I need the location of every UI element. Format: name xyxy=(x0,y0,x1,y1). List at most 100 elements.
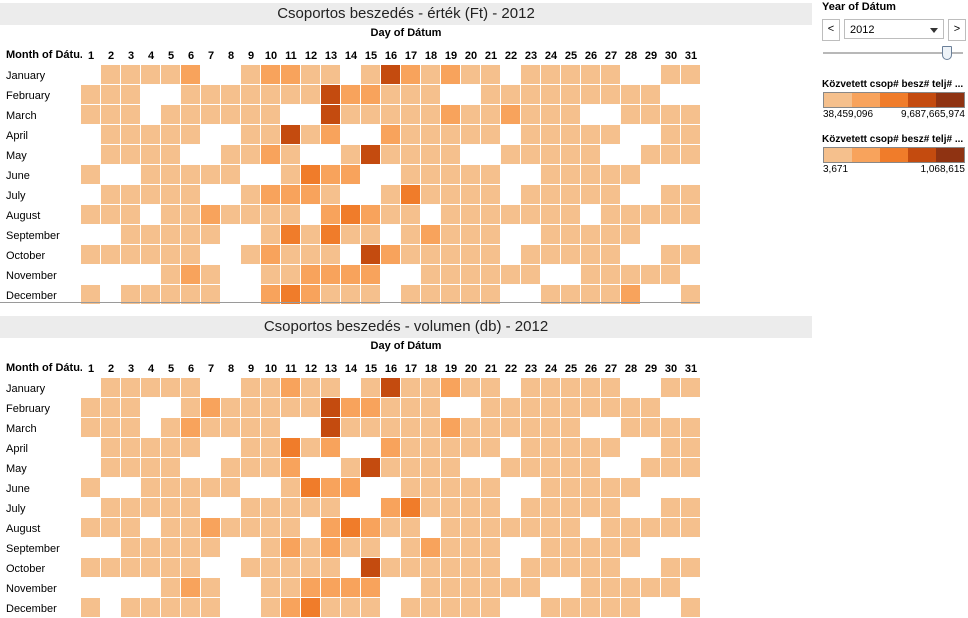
heatmap-cell[interactable] xyxy=(581,265,600,284)
day-column-header[interactable]: 23 xyxy=(525,50,537,62)
heatmap-cell[interactable] xyxy=(581,398,600,417)
heatmap-cell[interactable] xyxy=(541,418,560,437)
heatmap-cell[interactable] xyxy=(141,438,160,457)
heatmap-cell[interactable] xyxy=(461,265,480,284)
heatmap-cell[interactable] xyxy=(301,398,320,417)
day-column-header[interactable]: 16 xyxy=(385,50,397,62)
heatmap-cell[interactable] xyxy=(161,165,180,184)
heatmap-cell[interactable] xyxy=(261,498,280,517)
heatmap-cell[interactable] xyxy=(521,245,540,264)
day-column-header[interactable]: 18 xyxy=(425,50,437,62)
heatmap-cell[interactable] xyxy=(361,578,380,597)
heatmap-cell[interactable] xyxy=(561,398,580,417)
heatmap-cell[interactable] xyxy=(321,285,340,304)
heatmap-cell[interactable] xyxy=(421,418,440,437)
heatmap-cell[interactable] xyxy=(581,165,600,184)
heatmap-cell[interactable] xyxy=(281,578,300,597)
day-column-header[interactable]: 8 xyxy=(228,363,234,375)
day-column-header[interactable]: 1 xyxy=(88,50,94,62)
heatmap-cell[interactable] xyxy=(281,145,300,164)
heatmap-cell[interactable] xyxy=(121,378,140,397)
heatmap-cell[interactable] xyxy=(581,125,600,144)
heatmap-cell[interactable] xyxy=(401,518,420,537)
heatmap-cell[interactable] xyxy=(361,85,380,104)
heatmap-cell[interactable] xyxy=(281,285,300,304)
heatmap-cell[interactable] xyxy=(281,125,300,144)
day-column-header[interactable]: 21 xyxy=(485,50,497,62)
heatmap-cell[interactable] xyxy=(501,205,520,224)
heatmap-cell[interactable] xyxy=(541,518,560,537)
heatmap-cell[interactable] xyxy=(101,558,120,577)
heatmap-cell[interactable] xyxy=(281,518,300,537)
heatmap-cell[interactable] xyxy=(481,518,500,537)
month-row-label[interactable]: August xyxy=(6,523,40,535)
heatmap-cell[interactable] xyxy=(181,378,200,397)
day-column-header[interactable]: 5 xyxy=(168,50,174,62)
heatmap-cell[interactable] xyxy=(461,478,480,497)
heatmap-cell[interactable] xyxy=(381,185,400,204)
heatmap-cell[interactable] xyxy=(321,85,340,104)
heatmap-cell[interactable] xyxy=(681,558,700,577)
day-column-header[interactable]: 31 xyxy=(685,363,697,375)
heatmap-cell[interactable] xyxy=(461,578,480,597)
heatmap-cell[interactable] xyxy=(321,245,340,264)
heatmap-cell[interactable] xyxy=(181,245,200,264)
heatmap-cell[interactable] xyxy=(361,458,380,477)
day-column-header[interactable]: 30 xyxy=(665,50,677,62)
heatmap-cell[interactable] xyxy=(341,85,360,104)
heatmap-cell[interactable] xyxy=(101,65,120,84)
heatmap-cell[interactable] xyxy=(621,538,640,557)
heatmap-cell[interactable] xyxy=(181,85,200,104)
heatmap-cell[interactable] xyxy=(81,398,100,417)
heatmap-cell[interactable] xyxy=(161,245,180,264)
heatmap-cell[interactable] xyxy=(201,598,220,617)
heatmap-cell[interactable] xyxy=(81,285,100,304)
heatmap-cell[interactable] xyxy=(661,245,680,264)
month-row-label[interactable]: January xyxy=(6,70,46,82)
heatmap-cell[interactable] xyxy=(121,65,140,84)
heatmap-cell[interactable] xyxy=(141,558,160,577)
heatmap-cell[interactable] xyxy=(341,285,360,304)
heatmap-cell[interactable] xyxy=(181,285,200,304)
heatmap-cell[interactable] xyxy=(221,518,240,537)
heatmap-cell[interactable] xyxy=(541,145,560,164)
heatmap-cell[interactable] xyxy=(341,165,360,184)
heatmap-cell[interactable] xyxy=(321,518,340,537)
heatmap-cell[interactable] xyxy=(661,378,680,397)
heatmap-cell[interactable] xyxy=(521,378,540,397)
heatmap-cell[interactable] xyxy=(461,225,480,244)
heatmap-cell[interactable] xyxy=(421,378,440,397)
heatmap-cell[interactable] xyxy=(681,378,700,397)
heatmap-cell[interactable] xyxy=(621,165,640,184)
heatmap-cell[interactable] xyxy=(621,285,640,304)
heatmap-cell[interactable] xyxy=(121,205,140,224)
heatmap-cell[interactable] xyxy=(321,125,340,144)
heatmap-cell[interactable] xyxy=(641,578,660,597)
heatmap-cell[interactable] xyxy=(681,205,700,224)
heatmap-cell[interactable] xyxy=(101,145,120,164)
day-column-header[interactable]: 28 xyxy=(625,50,637,62)
heatmap-cell[interactable] xyxy=(441,205,460,224)
day-column-header[interactable]: 9 xyxy=(248,50,254,62)
heatmap-cell[interactable] xyxy=(321,378,340,397)
heatmap-cell[interactable] xyxy=(361,65,380,84)
heatmap-cell[interactable] xyxy=(481,438,500,457)
heatmap-cell[interactable] xyxy=(261,538,280,557)
heatmap-cell[interactable] xyxy=(261,285,280,304)
month-row-label[interactable]: October xyxy=(6,563,45,575)
heatmap-cell[interactable] xyxy=(401,145,420,164)
heatmap-cell[interactable] xyxy=(441,378,460,397)
heatmap-cell[interactable] xyxy=(521,145,540,164)
heatmap-cell[interactable] xyxy=(481,538,500,557)
heatmap-cell[interactable] xyxy=(461,438,480,457)
heatmap-cell[interactable] xyxy=(161,65,180,84)
heatmap-cell[interactable] xyxy=(161,458,180,477)
day-column-header[interactable]: 29 xyxy=(645,50,657,62)
heatmap-cell[interactable] xyxy=(81,245,100,264)
heatmap-cell[interactable] xyxy=(621,205,640,224)
heatmap-cell[interactable] xyxy=(521,205,540,224)
day-column-header[interactable]: 1 xyxy=(88,363,94,375)
heatmap-cell[interactable] xyxy=(641,398,660,417)
day-column-header[interactable]: 4 xyxy=(148,363,155,375)
heatmap-cell[interactable] xyxy=(241,65,260,84)
